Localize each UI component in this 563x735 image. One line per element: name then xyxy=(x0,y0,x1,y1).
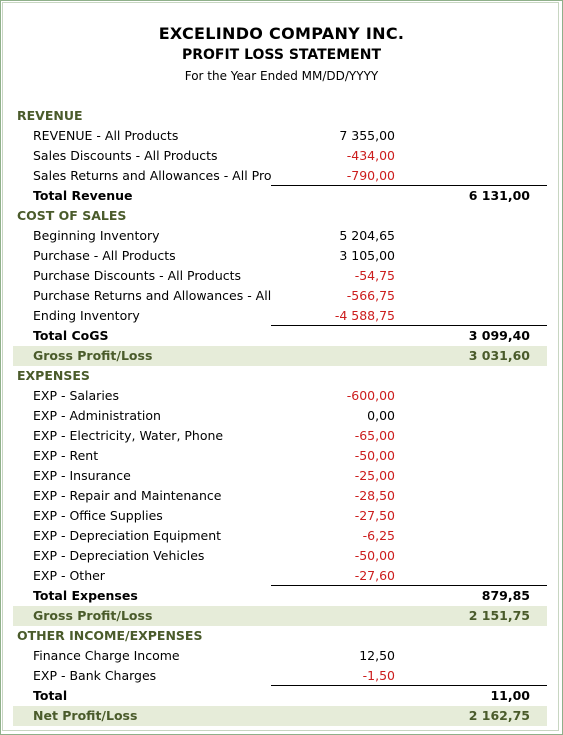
row-amount: -4 588,75 xyxy=(334,308,395,323)
row-label: EXP - Depreciation Equipment xyxy=(33,528,222,543)
section-header: EXPENSES xyxy=(13,366,547,386)
row-label: Purchase Discounts - All Products xyxy=(33,268,242,283)
line-item-row: EXP - Office Supplies -27,50 xyxy=(13,506,547,526)
row-label: Purchase - All Products xyxy=(33,248,176,263)
row-total: 3 099,40 xyxy=(468,328,530,343)
line-item-row: Purchase Returns and Allowances - All Pr… xyxy=(13,286,547,306)
row-total: 2 162,75 xyxy=(468,708,530,723)
section-header: REVENUE xyxy=(13,106,547,126)
row-label: Net Profit/Loss xyxy=(33,708,138,723)
line-item-row: EXP - Bank Charges -1,50 xyxy=(13,666,547,686)
line-item-row: EXP - Insurance -25,00 xyxy=(13,466,547,486)
total-row: Total Expenses 879,85 xyxy=(13,586,547,606)
row-label: REVENUE - All Products xyxy=(33,128,179,143)
line-item-row: Sales Discounts - All Products -434,00 xyxy=(13,146,547,166)
total-row: Total 11,00 xyxy=(13,686,547,706)
row-amount: -27,60 xyxy=(354,568,395,583)
row-amount: 5 204,65 xyxy=(339,228,395,243)
row-label: Sales Returns and Allowances - All Produ… xyxy=(33,168,271,183)
section-header: COST OF SALES xyxy=(13,206,547,226)
line-item-row: Beginning Inventory 5 204,65 xyxy=(13,226,547,246)
row-label: Ending Inventory xyxy=(33,308,140,323)
row-label: EXP - Rent xyxy=(33,448,99,463)
row-label: REVENUE xyxy=(17,108,83,123)
profit-row: Gross Profit/Loss 3 031,60 xyxy=(13,346,547,366)
row-label: Total Revenue xyxy=(33,188,133,203)
total-row: Total Revenue 6 131,00 xyxy=(13,186,547,206)
company-name: EXCELINDO COMPANY INC. xyxy=(158,24,405,43)
statement-period: For the Year Ended MM/DD/YYYY xyxy=(184,69,379,83)
row-label: EXP - Repair and Maintenance xyxy=(33,488,222,503)
statement-table: REVENUE REVENUE - All Products 7 355,00 Sal… xyxy=(13,106,547,726)
row-amount: 12,50 xyxy=(359,648,395,663)
row-label: EXP - Administration xyxy=(33,408,161,423)
row-label: OTHER INCOME/EXPENSES xyxy=(17,628,203,643)
row-amount: -1,50 xyxy=(362,668,395,683)
row-label: EXP - Other xyxy=(33,568,105,583)
row-label: EXP - Office Supplies xyxy=(33,508,163,523)
line-item-row: Purchase Discounts - All Products -54,75 xyxy=(13,266,547,286)
row-amount: 0,00 xyxy=(367,408,395,423)
row-label: EXPENSES xyxy=(17,368,90,383)
row-label: COST OF SALES xyxy=(17,208,127,223)
row-amount: -434,00 xyxy=(346,148,395,163)
row-amount: -25,00 xyxy=(354,468,395,483)
line-item-row: REVENUE - All Products 7 355,00 xyxy=(13,126,547,146)
row-amount: 7 355,00 xyxy=(339,128,395,143)
line-item-row: Purchase - All Products 3 105,00 xyxy=(13,246,547,266)
row-label: Total Expenses xyxy=(33,588,138,603)
row-label: EXP - Salaries xyxy=(33,388,119,403)
row-amount: -65,00 xyxy=(354,428,395,443)
line-item-row: EXP - Depreciation Equipment -6,25 xyxy=(13,526,547,546)
statement-title: PROFIT LOSS STATEMENT xyxy=(181,47,382,63)
row-label: Beginning Inventory xyxy=(33,228,160,243)
row-label: Sales Discounts - All Products xyxy=(33,148,218,163)
line-item-row: EXP - Repair and Maintenance -28,50 xyxy=(13,486,547,506)
row-label: EXP - Depreciation Vehicles xyxy=(33,548,205,563)
row-label: Gross Profit/Loss xyxy=(33,608,153,623)
row-label: Total CoGS xyxy=(33,328,109,343)
row-amount: -28,50 xyxy=(354,488,395,503)
total-row: Total CoGS 3 099,40 xyxy=(13,326,547,346)
row-label: Total xyxy=(33,688,68,703)
line-item-row: EXP - Depreciation Vehicles -50,00 xyxy=(13,546,547,566)
row-total: 2 151,75 xyxy=(468,608,530,623)
row-amount: -6,25 xyxy=(362,528,395,543)
row-label: EXP - Electricity, Water, Phone xyxy=(33,428,224,443)
line-item-row: EXP - Other -27,60 xyxy=(13,566,547,586)
row-amount: -600,00 xyxy=(346,388,395,403)
line-item-row: EXP - Administration 0,00 xyxy=(13,406,547,426)
profit-row: Net Profit/Loss 2 162,75 xyxy=(13,706,547,726)
row-total: 6 131,00 xyxy=(468,188,530,203)
row-amount: -790,00 xyxy=(346,168,395,183)
line-item-row: Finance Charge Income 12,50 xyxy=(13,646,547,666)
section-header: OTHER INCOME/EXPENSES xyxy=(13,626,547,646)
profit-row: Gross Profit/Loss 2 151,75 xyxy=(13,606,547,626)
row-label: EXP - Bank Charges xyxy=(33,668,157,683)
row-amount: 3 105,00 xyxy=(339,248,395,263)
row-total: 11,00 xyxy=(490,688,530,703)
row-amount: -50,00 xyxy=(354,548,395,563)
line-item-row: EXP - Salaries -600,00 xyxy=(13,386,547,406)
row-amount: -50,00 xyxy=(354,448,395,463)
line-item-row: EXP - Rent -50,00 xyxy=(13,446,547,466)
row-label: EXP - Insurance xyxy=(33,468,131,483)
row-amount: -27,50 xyxy=(354,508,395,523)
row-label: Purchase Returns and Allowances - All Pr… xyxy=(33,288,271,303)
line-item-row: Ending Inventory -4 588,75 xyxy=(13,306,547,326)
row-total: 3 031,60 xyxy=(468,348,530,363)
row-amount: -54,75 xyxy=(354,268,395,283)
line-item-row: EXP - Electricity, Water, Phone -65,00 xyxy=(13,426,547,446)
row-label: Finance Charge Income xyxy=(33,648,180,663)
row-total: 879,85 xyxy=(481,588,530,603)
row-amount: -566,75 xyxy=(346,288,395,303)
row-label: Gross Profit/Loss xyxy=(33,348,153,363)
line-item-row: Sales Returns and Allowances - All Produ… xyxy=(13,166,547,186)
